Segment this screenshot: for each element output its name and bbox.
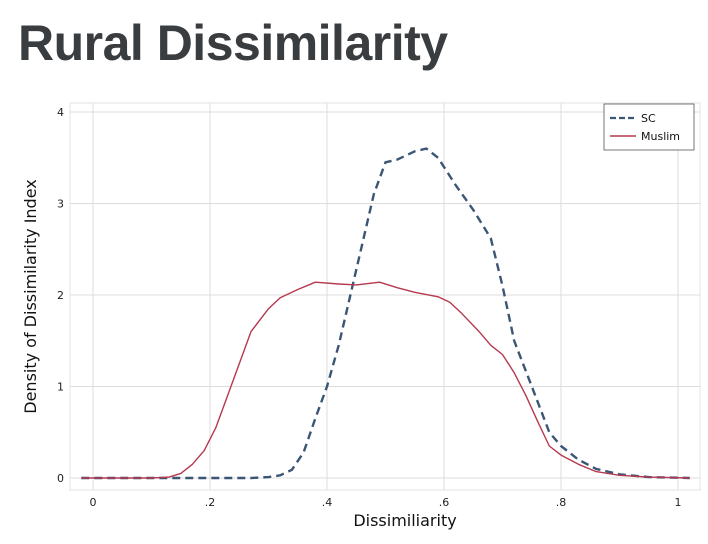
x-tick-label: .2 <box>205 496 216 509</box>
tick-labels: 0 .2 .4 .6 .8 1 0 1 2 3 4 <box>57 106 682 509</box>
y-axis-label: Density of Dissimilarity Index <box>21 179 40 413</box>
series-line-sc <box>81 147 690 480</box>
legend-label-muslim: Muslim <box>641 130 680 143</box>
plot-frame <box>69 102 701 491</box>
series-lines <box>81 147 690 480</box>
x-axis-label: Dissimiliarity <box>353 511 456 530</box>
x-tick-label: .8 <box>556 496 567 509</box>
legend: SC Muslim <box>603 103 695 151</box>
x-tick-label: 1 <box>675 496 682 509</box>
y-tick-label: 1 <box>57 381 64 394</box>
x-tick-label: .6 <box>439 496 450 509</box>
gridlines <box>70 103 700 490</box>
legend-box <box>603 103 695 151</box>
x-tick-label: .4 <box>322 496 333 509</box>
legend-label-sc: SC <box>641 112 656 125</box>
y-tick-label: 2 <box>57 289 64 302</box>
series-line-muslim <box>81 281 690 479</box>
page-title: Rural Dissimilarity <box>18 15 448 71</box>
y-tick-label: 4 <box>57 106 64 119</box>
y-tick-label: 3 <box>57 198 64 211</box>
x-tick-label: 0 <box>90 496 97 509</box>
y-tick-label: 0 <box>57 472 64 485</box>
